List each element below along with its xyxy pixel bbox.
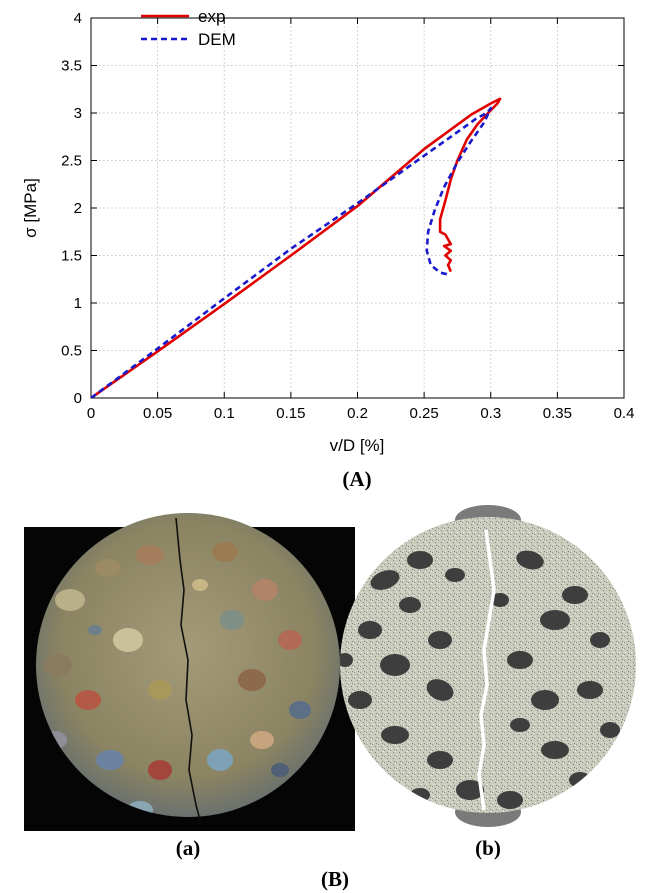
dem-crack [477, 529, 496, 811]
x-tick-label: 0.4 [614, 405, 635, 422]
y-tick-label: 0 [74, 390, 82, 407]
legend-label-dem: DEM [198, 30, 236, 49]
ticks: 0 0.05 0.1 0.15 0.2 0.25 0.3 0.35 0.4 0 0.5 1 1.5 2 2.… [61, 10, 634, 422]
legend-label-exp: exp [198, 7, 225, 26]
y-tick-label: 1.5 [61, 248, 82, 265]
x-tick-label: 0.35 [543, 405, 572, 422]
y-tick-label: 3 [74, 105, 82, 122]
photo-specimen [24, 513, 355, 831]
caption-b: (b) [475, 836, 501, 860]
x-tick-label: 0.1 [214, 405, 235, 422]
dem-disk [340, 517, 636, 813]
y-tick-label: 1 [74, 295, 82, 312]
y-tick-label: 0.5 [61, 343, 82, 360]
x-tick-label: 0.2 [347, 405, 368, 422]
series-line-dem [91, 107, 493, 398]
caption-a: (a) [176, 836, 201, 860]
x-tick-label: 0.3 [480, 405, 501, 422]
dem-model [340, 505, 636, 827]
photo-crack [175, 517, 201, 821]
grid [91, 18, 624, 398]
y-tick-label: 4 [74, 10, 82, 27]
y-tick-label: 2 [74, 200, 82, 217]
x-tick-label: 0.05 [143, 405, 172, 422]
y-tick-label: 3.5 [61, 58, 82, 75]
series-layer [91, 97, 502, 398]
x-tick-label: 0.25 [410, 405, 439, 422]
x-axis-label: v/D [%] [330, 436, 385, 455]
caption-B: (B) [321, 867, 349, 891]
x-tick-label: 0 [87, 405, 95, 422]
y-axis-label: σ [MPa] [21, 178, 40, 238]
caption-A: (A) [342, 467, 371, 491]
y-tick-label: 2.5 [61, 153, 82, 170]
x-tick-label: 0.15 [276, 405, 305, 422]
series-line-exp [91, 97, 502, 398]
chart: 0 0.05 0.1 0.15 0.2 0.25 0.3 0.35 0.4 0 0.5 1 1.5 2 2.… [21, 7, 634, 455]
legend: exp DEM [141, 7, 236, 49]
